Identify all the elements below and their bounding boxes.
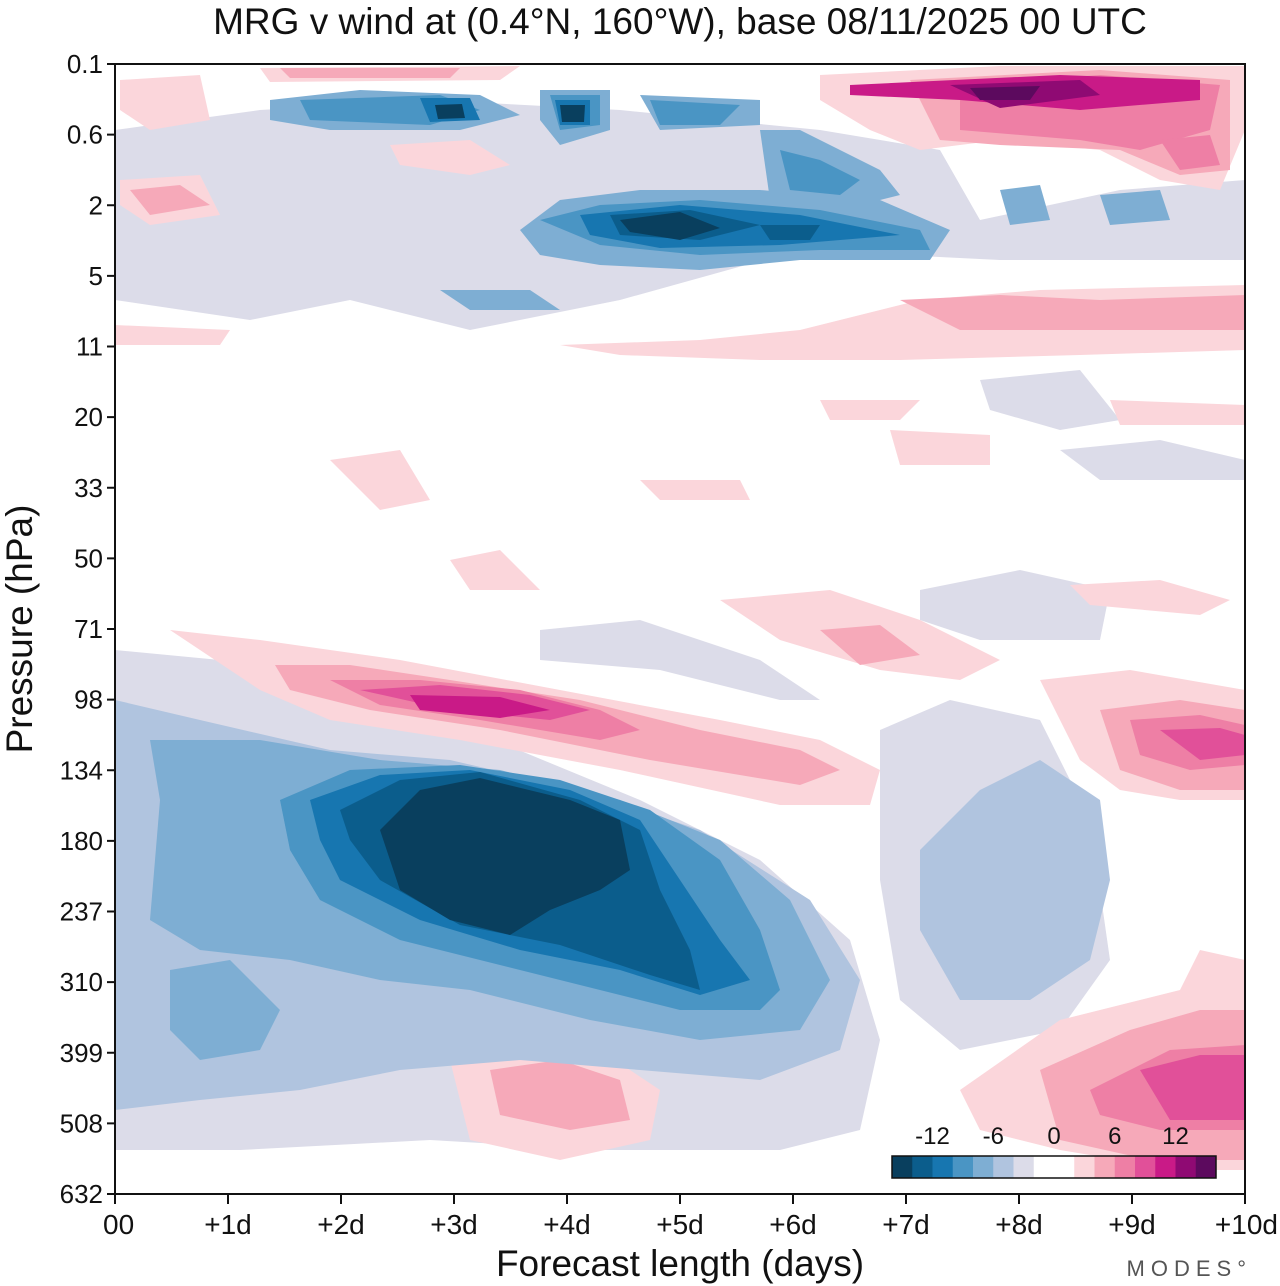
colorbar-swatch [1054,1156,1075,1178]
contour-pos-mid [490,1060,630,1130]
y-tick-label: 399 [60,1038,103,1068]
y-tick-label: 33 [74,473,103,503]
y-tick-label: 632 [60,1179,103,1209]
contour-pos-mid [130,185,210,215]
modes-logo: MODES° [1127,1256,1252,1281]
contour-pos-mid [820,625,920,665]
contour-pos-weak [890,430,990,465]
x-tick-label: +9d [1108,1209,1156,1240]
colorbar-frame [891,1155,1217,1179]
x-tick-label: +3d [430,1209,478,1240]
colorbar-swatch [912,1156,933,1178]
x-tick-label: +2d [317,1209,365,1240]
contour-neg-max [380,778,630,935]
contour-pos-weak [120,75,210,130]
contour-neg-mid [170,960,280,1060]
contour-pos-weak [640,480,750,500]
contour-pos-max [410,695,550,718]
colorbar-swatch [1094,1156,1116,1178]
x-tick-label: +5d [656,1209,704,1240]
contour-neg-strong [780,150,860,195]
y-axis: 0.1 0.6 2 5 11 20 33 50 71 98 134 180 237 310 399 508 63… [60,49,115,1209]
x-tick-label: +8d [995,1209,1043,1240]
contour-neg-mid [440,290,560,310]
colorbar-swatch [1135,1156,1156,1178]
contour-pos-weak [115,325,230,345]
contour-pos-weak [330,450,430,510]
contour-pos-weak [820,400,920,420]
x-tick-label: +1d [204,1209,252,1240]
colorbar-tick-label: 6 [1108,1123,1121,1150]
y-tick-label: 310 [60,967,103,997]
y-tick-label: 180 [60,826,103,856]
colorbar-swatch [1074,1156,1095,1178]
contour-neg-mid [1100,190,1170,225]
colorbar-tick-label: -6 [983,1123,1004,1150]
x-tick-label: +6d [769,1209,817,1240]
contour-neg-weak [980,370,1120,430]
colorbar-swatch [892,1156,913,1178]
x-tick-label: 00 [103,1209,134,1240]
colorbar: -12 -6 0 6 12 [891,1123,1217,1179]
contour-neg-max [435,104,465,119]
y-tick-label: 98 [74,685,103,715]
y-tick-label: 2 [89,190,103,220]
contour-neg-weak [1060,440,1245,480]
contour-neg-mid [1000,185,1050,225]
colorbar-swatch [1195,1156,1217,1178]
contour-neg-strong [760,225,820,240]
colorbar-tick-label: 0 [1047,1123,1060,1150]
y-tick-label: 20 [74,402,103,432]
x-tick-label: +10d [1215,1209,1278,1240]
y-tick-label: 134 [60,755,103,785]
contour-pos-max [970,86,1040,100]
colorbar-swatch [1175,1156,1197,1178]
colorbar-swatch [1033,1156,1055,1178]
colorbar-swatch [952,1156,974,1178]
x-axis-label: Forecast length (days) [496,1243,864,1284]
contour-pos-weak [1110,400,1245,425]
contour-field [115,66,1245,1170]
y-tick-label: 11 [76,332,103,362]
colorbar-swatch [1114,1156,1136,1178]
y-tick-label: 71 [74,614,103,644]
contour-neg-mid [920,760,1110,1000]
chart-title: MRG v wind at (0.4°N, 160°W), base 08/11… [213,1,1147,42]
y-axis-label: Pressure (hPa) [0,505,40,754]
colorbar-tick-label: 12 [1162,1123,1189,1150]
contour-pos-mid [280,68,460,78]
contour-pos-weak [1070,580,1230,615]
contour-pos-weak [390,140,510,175]
y-tick-label: 0.1 [67,49,103,79]
contour-neg-weak [920,570,1110,640]
colorbar-swatch [1013,1156,1035,1178]
x-tick-label: +7d [882,1209,930,1240]
contour-pos-mid [900,295,1245,330]
y-tick-label: 5 [89,261,103,291]
y-tick-label: 508 [60,1108,103,1138]
colorbar-swatch [973,1156,994,1178]
contour-pos-max [1140,1055,1245,1120]
contour-neg-max [620,212,720,240]
y-tick-label: 0.6 [67,120,103,150]
contour-neg-strong [650,100,740,125]
colorbar-swatch [1155,1156,1176,1178]
contour-pos-strong [1160,135,1220,170]
contour-pos-max [1160,728,1245,760]
x-axis: 00 +1d +2d +3d +4d +5d +6d +7d +8d +9d +10d [103,1194,1278,1240]
contour-neg-weak [540,620,820,700]
colorbar-swatch [932,1156,954,1178]
x-tick-label: +4d [543,1209,591,1240]
contour-neg-max [560,105,585,122]
y-tick-label: 237 [60,897,103,927]
y-tick-label: 50 [74,543,103,573]
colorbar-swatch [993,1156,1014,1178]
contour-pos-weak [450,550,540,590]
colorbar-tick-label: -12 [915,1123,950,1150]
